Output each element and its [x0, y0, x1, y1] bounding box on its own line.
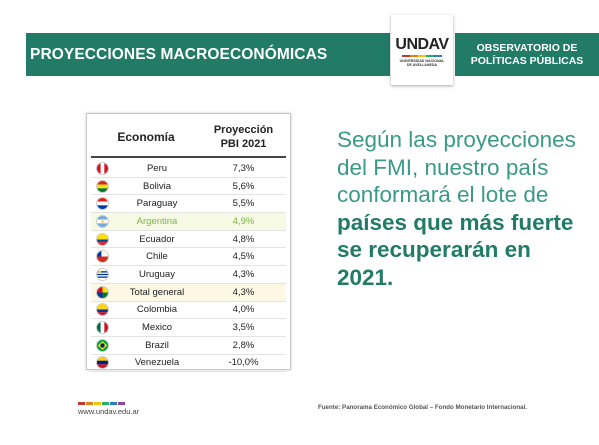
- table-row: Peru 7,3%: [91, 160, 286, 178]
- column-header-economy: Economía: [117, 130, 175, 144]
- colombia-flag-icon: [95, 303, 109, 317]
- argentina-flag-icon: [95, 214, 109, 228]
- column-header-projection-line2: PBI 2021: [220, 138, 267, 150]
- table-row: Colombia 4,0%: [91, 302, 286, 320]
- row-country: Ecuador: [139, 233, 175, 245]
- row-value: 4,3%: [232, 286, 255, 298]
- row-country: Uruguay: [139, 268, 175, 280]
- row-value: 3,5%: [232, 322, 255, 334]
- table-row: Paraguay 5,5%: [91, 195, 286, 214]
- ecuador-flag-icon: [95, 232, 109, 246]
- paraguay-flag-icon: [95, 197, 109, 211]
- summary-text-regular: Según las proyecciones del FMI, nuestro …: [337, 127, 576, 207]
- projection-table: Economía Proyección PBI 2021 Peru 7,3% B…: [86, 113, 291, 373]
- row-value: 4,0%: [232, 304, 255, 316]
- row-value: 4,8%: [232, 233, 255, 245]
- row-value: 5,5%: [232, 198, 255, 210]
- row-value: 7,3%: [232, 162, 255, 174]
- column-header-projection-line1: Proyección: [213, 124, 274, 136]
- logo-mark: UNDAV: [395, 36, 449, 53]
- table-row: Ecuador 4,8%: [91, 231, 286, 249]
- row-country: Total general: [129, 286, 185, 298]
- uruguay-flag-icon: [95, 267, 109, 281]
- latam-flag-icon: [95, 285, 109, 299]
- mexico-flag-icon: [95, 321, 109, 335]
- logo-color-bar: [402, 55, 442, 57]
- undav-logo: UNDAV UNIVERSIDAD NACIONAL DE AVELLANEDA: [391, 15, 453, 85]
- footer-source: Fuente: Panorama Económico Global – Fond…: [318, 404, 528, 411]
- observatorio-line2: POLÍTICAS PÚBLICAS: [470, 54, 584, 67]
- row-country: Mexico: [141, 322, 173, 334]
- table-row-total: Total general 4,3%: [91, 283, 286, 302]
- row-country: Peru: [146, 162, 168, 174]
- footer-color-strip: [78, 402, 125, 405]
- header-title-bar: PROYECCIONES MACROECONÓMICAS: [26, 33, 390, 76]
- observatorio-bar: OBSERVATORIO DE POLÍTICAS PÚBLICAS: [455, 33, 599, 76]
- row-country: Venezuela: [134, 357, 180, 369]
- row-value: 4,3%: [232, 268, 255, 280]
- table-row: Mexico 3,5%: [91, 319, 286, 337]
- table-row-highlighted: Argentina 4,9%: [91, 213, 286, 231]
- bolivia-flag-icon: [95, 179, 109, 193]
- brazil-flag-icon: [95, 338, 109, 352]
- footer-url[interactable]: www.undav.edu.ar: [78, 407, 140, 416]
- row-country: Argentina: [136, 215, 178, 227]
- table-row: Venezuela -10,0%: [91, 355, 286, 373]
- summary-text-bold: países que más fuerte se recuperarán en …: [337, 209, 574, 290]
- row-value: -10,0%: [228, 357, 259, 369]
- row-country: Chile: [146, 251, 168, 263]
- row-country: Brazil: [145, 339, 169, 351]
- row-value: 4,9%: [232, 215, 255, 227]
- table-row: Uruguay 4,3%: [91, 266, 286, 284]
- row-country: Bolivia: [143, 180, 171, 192]
- table-header: Economía Proyección PBI 2021: [91, 118, 286, 158]
- observatorio-line1: OBSERVATORIO DE: [476, 41, 578, 54]
- chile-flag-icon: [95, 250, 109, 264]
- table-row: Chile 4,5%: [91, 248, 286, 267]
- row-value: 4,5%: [232, 251, 255, 263]
- venezuela-flag-icon: [95, 356, 109, 370]
- row-value: 5,6%: [232, 180, 255, 192]
- peru-flag-icon: [95, 161, 109, 175]
- page-title: PROYECCIONES MACROECONÓMICAS: [30, 45, 328, 63]
- column-header-projection: Proyección PBI 2021: [201, 118, 286, 156]
- logo-subtitle: UNIVERSIDAD NACIONAL DE AVELLANEDA: [399, 59, 445, 68]
- table-row: Bolivia 5,6%: [91, 178, 286, 196]
- row-country: Paraguay: [136, 198, 178, 210]
- row-value: 2,8%: [232, 339, 255, 351]
- table-row: Brazil 2,8%: [91, 337, 286, 355]
- row-country: Colombia: [136, 304, 178, 316]
- summary-text: Según las proyecciones del FMI, nuestro …: [337, 126, 577, 291]
